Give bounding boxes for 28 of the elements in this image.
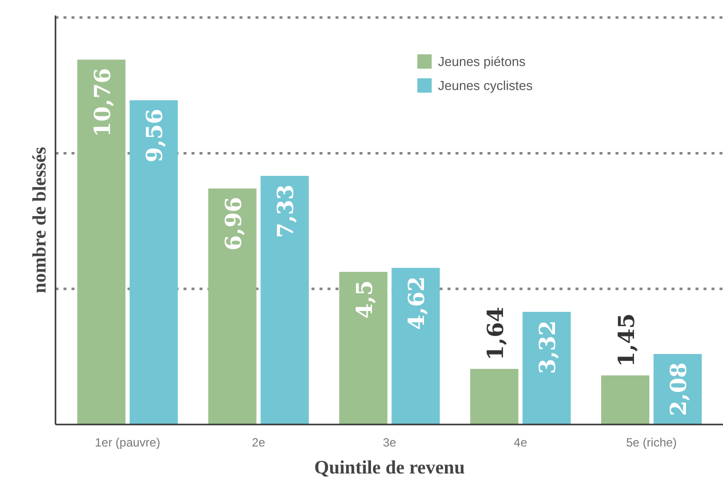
data-label: 2,08 bbox=[666, 362, 692, 416]
bar bbox=[392, 268, 440, 424]
data-label: 1,45 bbox=[614, 313, 640, 367]
x-axis-title: Quintile de revenu bbox=[314, 458, 466, 478]
data-label: 9,56 bbox=[142, 108, 168, 162]
data-label: 1,64 bbox=[482, 306, 509, 360]
data-label: 10,76 bbox=[90, 68, 116, 137]
bar bbox=[601, 375, 650, 424]
bar bbox=[470, 368, 518, 424]
bar bbox=[130, 100, 178, 424]
bar bbox=[522, 312, 571, 424]
x-tick-label: 2e bbox=[252, 436, 266, 450]
legend-label: Jeunes piétons bbox=[438, 54, 526, 68]
bar bbox=[77, 60, 126, 424]
y-axis-title: nombre de blessés bbox=[30, 146, 50, 294]
x-tick-label: 4e bbox=[514, 436, 528, 450]
data-label: 4,5 bbox=[352, 280, 378, 319]
x-tick-label: 3e bbox=[382, 436, 396, 450]
data-label: 7,33 bbox=[273, 184, 300, 238]
x-tick-label: 1er (pauvre) bbox=[94, 436, 160, 450]
x-tick-label: 5e (riche) bbox=[626, 436, 677, 450]
data-label: 6,96 bbox=[220, 196, 247, 251]
legend-label: Jeunes cyclistes bbox=[438, 78, 533, 92]
data-label: 4,62 bbox=[404, 276, 430, 330]
bar bbox=[260, 176, 309, 424]
bar bbox=[208, 188, 256, 424]
data-label: 3,32 bbox=[535, 320, 562, 374]
bar bbox=[339, 272, 388, 424]
